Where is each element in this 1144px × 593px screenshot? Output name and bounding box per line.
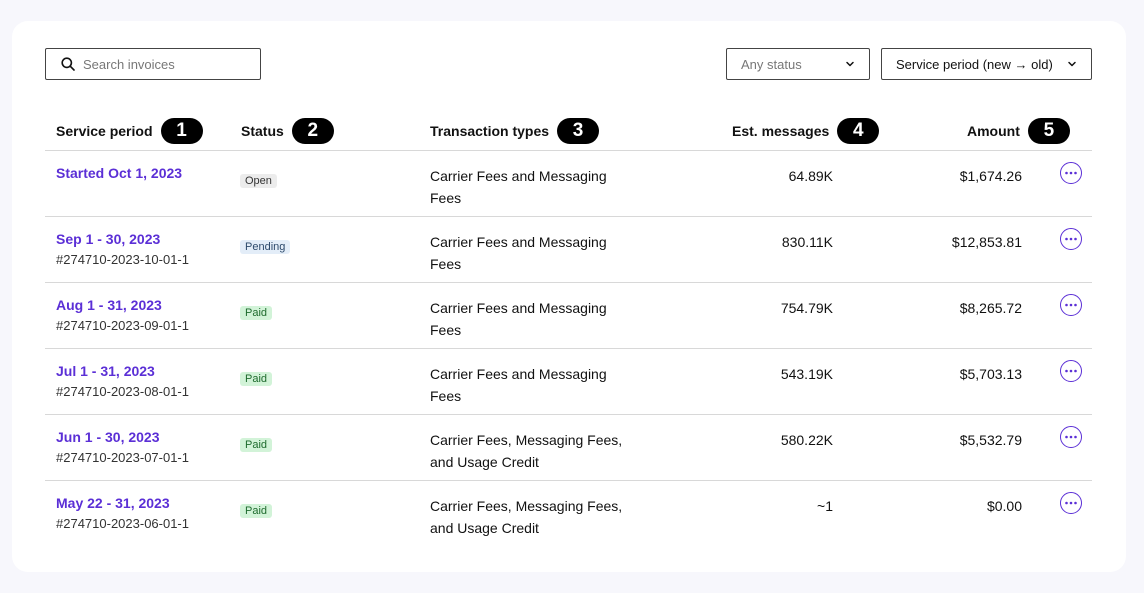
service-period-link[interactable]: Started Oct 1, 2023 bbox=[56, 165, 183, 181]
more-horizontal-icon bbox=[1064, 369, 1078, 373]
invoice-number: #274710-2023-10-01-1 bbox=[56, 252, 189, 267]
amount-value: $8,265.72 bbox=[959, 300, 1022, 316]
table-header: Service period 1 Status 2 Transaction ty… bbox=[45, 111, 1092, 151]
transaction-types-line: Fees bbox=[430, 388, 462, 404]
status-badge: Pending bbox=[240, 240, 291, 254]
transaction-types-line: and Usage Credit bbox=[430, 454, 539, 470]
table-body: Started Oct 1, 2023 Open Carrier Fees an… bbox=[45, 151, 1092, 546]
more-horizontal-icon bbox=[1064, 237, 1078, 241]
amount-value: $5,532.79 bbox=[959, 432, 1022, 448]
est-messages-value: 754.79K bbox=[780, 300, 833, 316]
table-row: May 22 - 31, 2023 #274710-2023-06-01-1 P… bbox=[45, 481, 1092, 546]
row-more-button[interactable] bbox=[1060, 294, 1082, 316]
chevron-down-icon bbox=[845, 59, 855, 69]
amount-value: $0.00 bbox=[986, 498, 1022, 514]
column-label: Est. messages bbox=[732, 122, 830, 139]
transaction-types-line: Carrier Fees, Messaging Fees, bbox=[430, 498, 623, 514]
service-period-link[interactable]: Sep 1 - 30, 2023 bbox=[56, 231, 161, 247]
column-marker: 2 bbox=[291, 117, 334, 144]
table-row: Jul 1 - 31, 2023 #274710-2023-08-01-1 Pa… bbox=[45, 349, 1092, 415]
transaction-types-line: Carrier Fees and Messaging bbox=[430, 234, 607, 250]
column-label: Service period bbox=[56, 122, 153, 139]
search-box[interactable] bbox=[45, 48, 261, 80]
service-period-link[interactable]: Aug 1 - 31, 2023 bbox=[56, 297, 162, 313]
transaction-types-line: and Usage Credit bbox=[430, 520, 539, 536]
transaction-types-line: Fees bbox=[430, 256, 462, 272]
status-badge: Paid bbox=[240, 306, 273, 320]
est-messages-value: 64.89K bbox=[788, 168, 833, 184]
transaction-types-cell: Carrier Fees and Messaging Fees bbox=[430, 297, 655, 341]
row-more-button[interactable] bbox=[1060, 426, 1082, 448]
amount-value: $1,674.26 bbox=[959, 168, 1022, 184]
transaction-types-cell: Carrier Fees and Messaging Fees bbox=[430, 165, 655, 209]
service-period-cell: Aug 1 - 31, 2023 #274710-2023-09-01-1 bbox=[56, 297, 189, 335]
service-period-cell: Jul 1 - 31, 2023 #274710-2023-08-01-1 bbox=[56, 363, 189, 401]
invoice-number: #274710-2023-07-01-1 bbox=[56, 450, 189, 465]
transaction-types-cell: Carrier Fees, Messaging Fees, and Usage … bbox=[430, 429, 655, 473]
transaction-types-line: Fees bbox=[430, 190, 462, 206]
invoice-number: #274710-2023-09-01-1 bbox=[56, 318, 189, 333]
status-filter-select[interactable]: Any status bbox=[726, 48, 870, 80]
column-label: Transaction types bbox=[430, 122, 550, 139]
status-badge: Paid bbox=[240, 438, 273, 452]
more-horizontal-icon bbox=[1064, 435, 1078, 439]
transaction-types-cell: Carrier Fees and Messaging Fees bbox=[430, 363, 655, 407]
transaction-types-line: Carrier Fees and Messaging bbox=[430, 168, 607, 184]
search-icon bbox=[61, 57, 75, 71]
invoices-card: Any status Service period (new → old) Se… bbox=[12, 21, 1126, 572]
amount-value: $12,853.81 bbox=[951, 234, 1022, 250]
invoices-table: Service period 1 Status 2 Transaction ty… bbox=[45, 111, 1092, 546]
est-messages-value: ~1 bbox=[817, 498, 833, 514]
sort-value: Service period (new → old) bbox=[896, 56, 1053, 72]
transaction-types-line: Carrier Fees and Messaging bbox=[430, 366, 607, 382]
table-row: Aug 1 - 31, 2023 #274710-2023-09-01-1 Pa… bbox=[45, 283, 1092, 349]
transaction-types-line: Fees bbox=[430, 322, 462, 338]
status-badge: Paid bbox=[240, 504, 273, 518]
service-period-cell: Sep 1 - 30, 2023 #274710-2023-10-01-1 bbox=[56, 231, 189, 269]
amount-value: $5,703.13 bbox=[959, 366, 1022, 382]
row-more-button[interactable] bbox=[1060, 360, 1082, 382]
service-period-cell: May 22 - 31, 2023 #274710-2023-06-01-1 bbox=[56, 495, 189, 533]
column-marker: 4 bbox=[837, 117, 880, 144]
column-marker: 3 bbox=[557, 117, 600, 144]
column-header-est-messages[interactable]: Est. messages 4 bbox=[732, 111, 880, 150]
service-period-link[interactable]: Jul 1 - 31, 2023 bbox=[56, 363, 155, 379]
status-badge: Open bbox=[240, 174, 277, 188]
sort-select[interactable]: Service period (new → old) bbox=[881, 48, 1092, 80]
transaction-types-cell: Carrier Fees, Messaging Fees, and Usage … bbox=[430, 495, 655, 539]
column-header-service-period[interactable]: Service period 1 bbox=[56, 111, 203, 150]
invoice-number: #274710-2023-08-01-1 bbox=[56, 384, 189, 399]
status-filter-value: Any status bbox=[741, 56, 802, 72]
more-horizontal-icon bbox=[1064, 501, 1078, 505]
table-row: Started Oct 1, 2023 Open Carrier Fees an… bbox=[45, 151, 1092, 217]
column-label: Status bbox=[241, 122, 284, 139]
row-more-button[interactable] bbox=[1060, 228, 1082, 250]
more-horizontal-icon bbox=[1064, 303, 1078, 307]
column-header-transaction-types[interactable]: Transaction types 3 bbox=[430, 111, 600, 150]
search-input[interactable] bbox=[83, 56, 243, 72]
column-header-amount[interactable]: Amount 5 bbox=[967, 111, 1070, 150]
est-messages-value: 580.22K bbox=[780, 432, 833, 448]
service-period-link[interactable]: Jun 1 - 30, 2023 bbox=[56, 429, 160, 445]
transaction-types-line: Carrier Fees and Messaging bbox=[430, 300, 607, 316]
invoice-number: #274710-2023-06-01-1 bbox=[56, 516, 189, 531]
service-period-cell: Jun 1 - 30, 2023 #274710-2023-07-01-1 bbox=[56, 429, 189, 467]
row-more-button[interactable] bbox=[1060, 492, 1082, 514]
status-badge: Paid bbox=[240, 372, 273, 386]
est-messages-value: 543.19K bbox=[780, 366, 833, 382]
table-row: Jun 1 - 30, 2023 #274710-2023-07-01-1 Pa… bbox=[45, 415, 1092, 481]
row-more-button[interactable] bbox=[1060, 162, 1082, 184]
column-label: Amount bbox=[967, 122, 1020, 139]
more-horizontal-icon bbox=[1064, 171, 1078, 175]
column-marker: 1 bbox=[160, 117, 203, 144]
transaction-types-cell: Carrier Fees and Messaging Fees bbox=[430, 231, 655, 275]
column-marker: 5 bbox=[1027, 117, 1070, 144]
transaction-types-line: Carrier Fees, Messaging Fees, bbox=[430, 432, 623, 448]
service-period-link[interactable]: May 22 - 31, 2023 bbox=[56, 495, 170, 511]
table-row: Sep 1 - 30, 2023 #274710-2023-10-01-1 Pe… bbox=[45, 217, 1092, 283]
chevron-down-icon bbox=[1067, 59, 1077, 69]
column-header-status[interactable]: Status 2 bbox=[241, 111, 334, 150]
est-messages-value: 830.11K bbox=[781, 234, 833, 250]
service-period-cell: Started Oct 1, 2023 bbox=[56, 165, 182, 181]
